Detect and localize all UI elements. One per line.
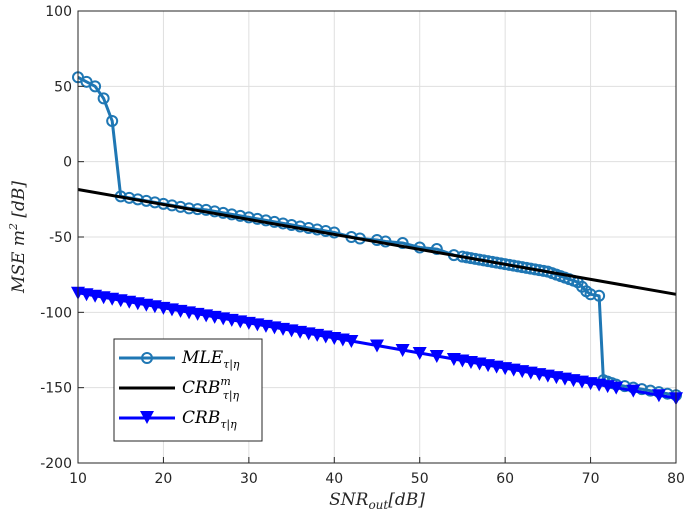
crb-point	[429, 350, 444, 364]
legend-crb-base: CRB	[182, 408, 220, 428]
y-tick-label: 50	[54, 79, 72, 95]
y-tick-label: -100	[40, 305, 72, 321]
mle-point	[106, 114, 119, 127]
legend: MLEτ|η CRBm τ|η CRBτ|η	[113, 338, 263, 442]
legend-crbm-sup: m	[220, 375, 230, 388]
x-axis-title-rest: [dB]	[388, 490, 425, 510]
legend-crb-marker	[140, 411, 154, 424]
mle-point	[593, 289, 606, 302]
legend-mle-sub: τ|η	[223, 358, 240, 372]
crb-point	[626, 384, 641, 398]
y-tick-label: 0	[63, 155, 72, 171]
y-tick-label: -50	[49, 230, 72, 246]
legend-crbm-sub: τ|η	[223, 389, 240, 403]
legend-crbm-label: CRBm τ|η	[182, 375, 240, 403]
legend-mle-marker	[141, 352, 153, 364]
mle-point	[584, 288, 597, 301]
x-tick-label: 50	[411, 471, 429, 487]
legend-crb-label: CRBτ|η	[182, 408, 237, 432]
x-tick-label: 10	[69, 471, 87, 487]
series-group	[71, 71, 683, 406]
y-axis-title: MSE m2 [dB]	[7, 181, 29, 294]
ticks: 10 20 30 40 50 60 70 80 100 50 0 -50 -100 -150 -200	[40, 4, 685, 487]
legend-mle-base: MLE	[181, 348, 224, 368]
y-axis-title-sup: 2	[7, 223, 20, 231]
x-tick-label: 20	[155, 471, 173, 487]
y-tick-label: -150	[40, 381, 72, 397]
y-tick-label: -200	[40, 456, 72, 472]
x-tick-label: 80	[667, 471, 685, 487]
legend-crb-sub: τ|η	[220, 418, 237, 432]
x-tick-label: 30	[240, 471, 258, 487]
mle-point	[396, 237, 409, 250]
mle-point	[97, 92, 110, 105]
y-tick-label: 100	[45, 4, 72, 20]
x-tick-label: 60	[496, 471, 514, 487]
mle-point	[430, 243, 443, 256]
legend-box	[113, 338, 263, 442]
crb-point	[344, 334, 359, 348]
legend-crbm-base: CRB	[182, 378, 220, 398]
legend-mle-label: MLEτ|η	[181, 348, 240, 372]
series-line-1	[77, 188, 677, 296]
x-tick-label: 40	[325, 471, 343, 487]
y-axis-title-base: MSE m	[9, 230, 29, 294]
x-axis-title-sub: out	[368, 498, 388, 512]
crb-point	[395, 344, 410, 357]
crb-point	[412, 347, 427, 361]
y-axis-title-rest: [dB]	[9, 181, 29, 223]
x-tick-label: 70	[582, 471, 600, 487]
crb-point	[609, 381, 624, 395]
x-axis-title: SNRout[dB]	[329, 490, 425, 512]
mle-point	[89, 80, 102, 93]
crb-point	[651, 389, 666, 403]
crb-point	[370, 339, 384, 353]
x-axis-title-base: SNR	[329, 490, 369, 510]
